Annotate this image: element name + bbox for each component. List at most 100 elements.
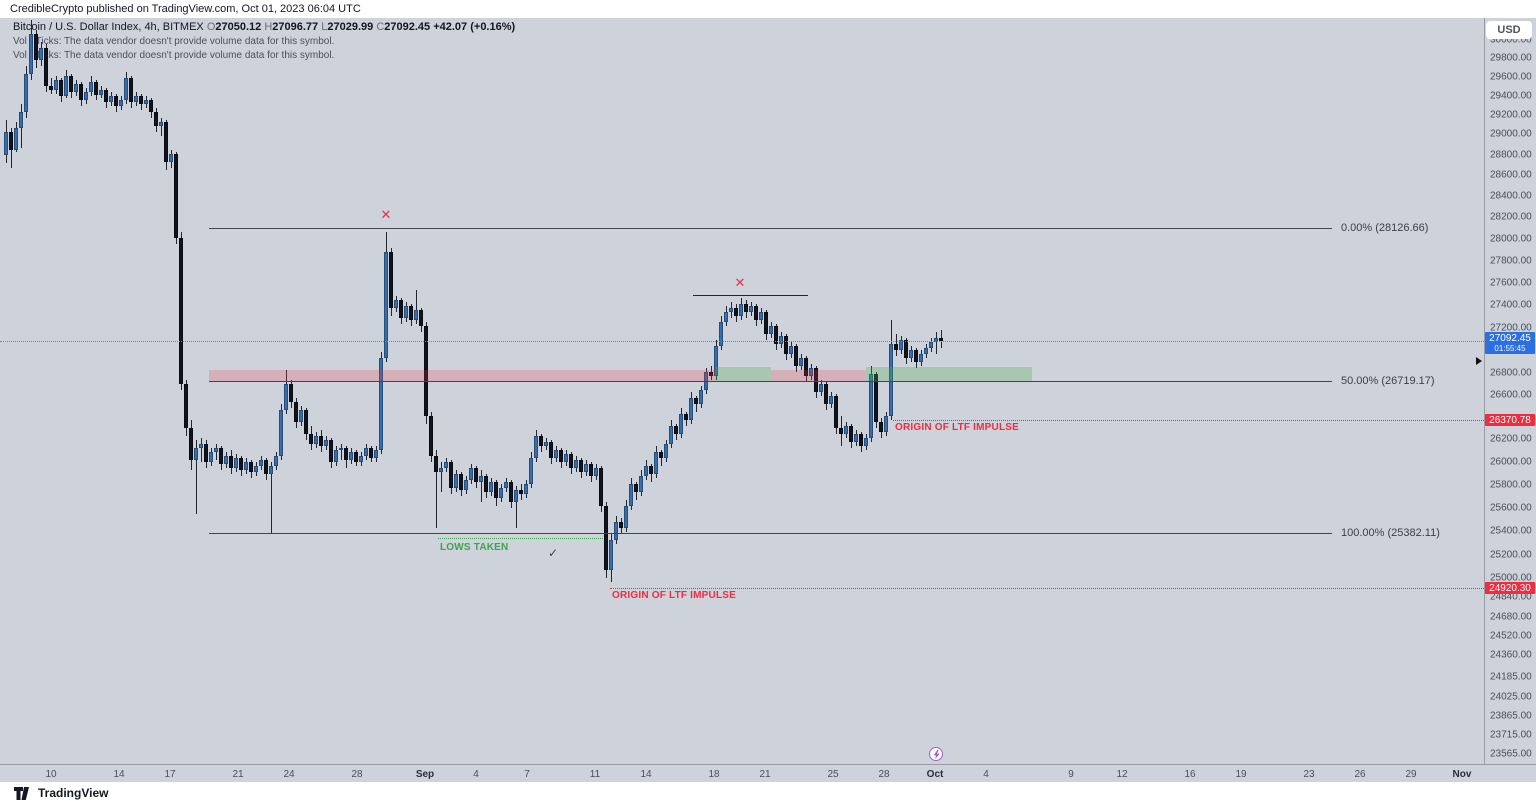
- price-tick-label: 25200.00: [1490, 549, 1532, 561]
- candle-down: [539, 436, 543, 446]
- fib-line: [209, 228, 1332, 229]
- low-value: 27029.99: [327, 21, 374, 33]
- idea-published-marker-icon[interactable]: [929, 747, 943, 761]
- candle-up: [499, 488, 503, 498]
- time-axis[interactable]: 10 14 17 21 24 28 Sep 4 7 11 14 18 21 25 28 Oct 4 9 12 16 19…: [0, 764, 1536, 783]
- candle-down: [49, 86, 53, 90]
- candle-up: [64, 76, 68, 96]
- candle-up: [464, 480, 468, 490]
- candle-up: [199, 444, 203, 448]
- candle-down: [784, 336, 788, 354]
- candle-up: [84, 92, 88, 100]
- candle-up: [119, 100, 123, 106]
- price-tick-label: 25400.00: [1490, 525, 1532, 537]
- candle-down: [289, 384, 293, 402]
- candle-down: [354, 452, 358, 462]
- candle-up: [889, 344, 893, 416]
- time-tick-label: 16: [1184, 769, 1196, 780]
- candle-up: [639, 476, 643, 492]
- candle-down: [344, 448, 348, 460]
- time-tick-label: 21: [759, 769, 771, 780]
- rejection-x-mark: ✕: [380, 207, 392, 222]
- change-value: +42.07 (+0.16%): [433, 21, 516, 33]
- candle-down: [79, 84, 83, 100]
- candle-down: [94, 82, 98, 95]
- candle-up: [349, 452, 353, 460]
- candle-down: [904, 340, 908, 358]
- candle-down: [449, 462, 453, 488]
- candle-down: [764, 312, 768, 334]
- chart-pane[interactable]: Bitcoin / U.S. Dollar Index, 4h, BITMEX …: [0, 18, 1484, 764]
- candle-up: [454, 474, 458, 488]
- candle-up: [934, 338, 938, 342]
- origin-ltf-impulse-lower: [610, 588, 1484, 589]
- candle-down: [219, 448, 223, 464]
- candle-wick: [195, 440, 197, 514]
- rejection-line: [693, 295, 808, 296]
- candle-up: [529, 458, 533, 484]
- candle-down: [104, 90, 108, 102]
- origin-ltf-impulse-upper: [893, 420, 1484, 421]
- candle-down: [814, 368, 818, 392]
- candle-down: [754, 306, 758, 320]
- candle-up: [324, 440, 328, 446]
- candle-down: [434, 456, 438, 472]
- candle-up: [654, 452, 658, 474]
- candle-up: [629, 484, 633, 506]
- candle-down: [399, 300, 403, 318]
- bar-countdown: 01:55:45: [1494, 344, 1526, 353]
- price-tick-label: 26600.00: [1490, 389, 1532, 401]
- time-tick-label: 24: [283, 769, 295, 780]
- candle-up: [214, 448, 218, 452]
- candle-up: [469, 468, 473, 480]
- annotation-text: ORIGIN OF LTF IMPULSE: [895, 422, 1020, 433]
- candle-up: [339, 448, 343, 450]
- candle-up: [244, 462, 248, 470]
- candle-up: [124, 78, 128, 100]
- price-scale-separator: [1484, 18, 1485, 782]
- candle-wick: [200, 438, 202, 462]
- candle-up: [924, 348, 928, 354]
- candle-down: [409, 306, 413, 320]
- time-tick-label: 14: [113, 769, 125, 780]
- candle-up: [414, 310, 418, 320]
- price-tick-label: 26800.00: [1490, 367, 1532, 379]
- candle-up: [14, 128, 18, 150]
- chart-legend[interactable]: Bitcoin / U.S. Dollar Index, 4h, BITMEX …: [13, 21, 516, 62]
- candle-up: [844, 426, 848, 434]
- candle-down: [709, 372, 713, 376]
- confirmation-check-mark: ✓: [547, 546, 559, 560]
- time-tick-label: 4: [473, 769, 479, 780]
- candle-up: [854, 434, 858, 442]
- candle-down: [659, 452, 663, 458]
- candle-wick: [435, 450, 437, 528]
- candle-down: [914, 350, 918, 362]
- price-scale[interactable]: 30000.00 29800.00 29600.00 29400.00 29200.00…: [1484, 18, 1536, 764]
- annotation-text: ORIGIN OF LTF IMPULSE: [612, 590, 737, 601]
- volume-unavailable-row-1: Vol · Ticks: The data vendor doesn't pro…: [13, 36, 335, 47]
- candle-down: [674, 426, 678, 434]
- symbol-title-row: Bitcoin / U.S. Dollar Index, 4h, BITMEX …: [13, 21, 516, 33]
- candle-up: [159, 122, 163, 126]
- candle-down: [264, 460, 268, 474]
- candle-up: [194, 448, 198, 460]
- currency-toggle-button[interactable]: USD: [1486, 21, 1532, 39]
- price-label-value: 26370.78: [1489, 414, 1531, 426]
- candle-down: [34, 34, 38, 60]
- candle-down: [634, 484, 638, 492]
- time-tick-label: 26: [1354, 769, 1366, 780]
- candle-down: [459, 474, 463, 490]
- candle-up: [869, 374, 873, 438]
- candle-down: [294, 402, 298, 422]
- candle-wick: [935, 332, 937, 354]
- price-tick-label: 28000.00: [1490, 233, 1532, 245]
- rejection-x-mark: ✕: [734, 275, 746, 290]
- candle-up: [919, 354, 923, 362]
- candle-up: [899, 340, 903, 350]
- candle-down: [474, 468, 478, 482]
- price-tick-label: 27600.00: [1490, 277, 1532, 289]
- candle-down: [684, 414, 688, 420]
- candle-down: [164, 122, 168, 162]
- candle-wick: [415, 290, 417, 324]
- candle-down: [44, 48, 48, 86]
